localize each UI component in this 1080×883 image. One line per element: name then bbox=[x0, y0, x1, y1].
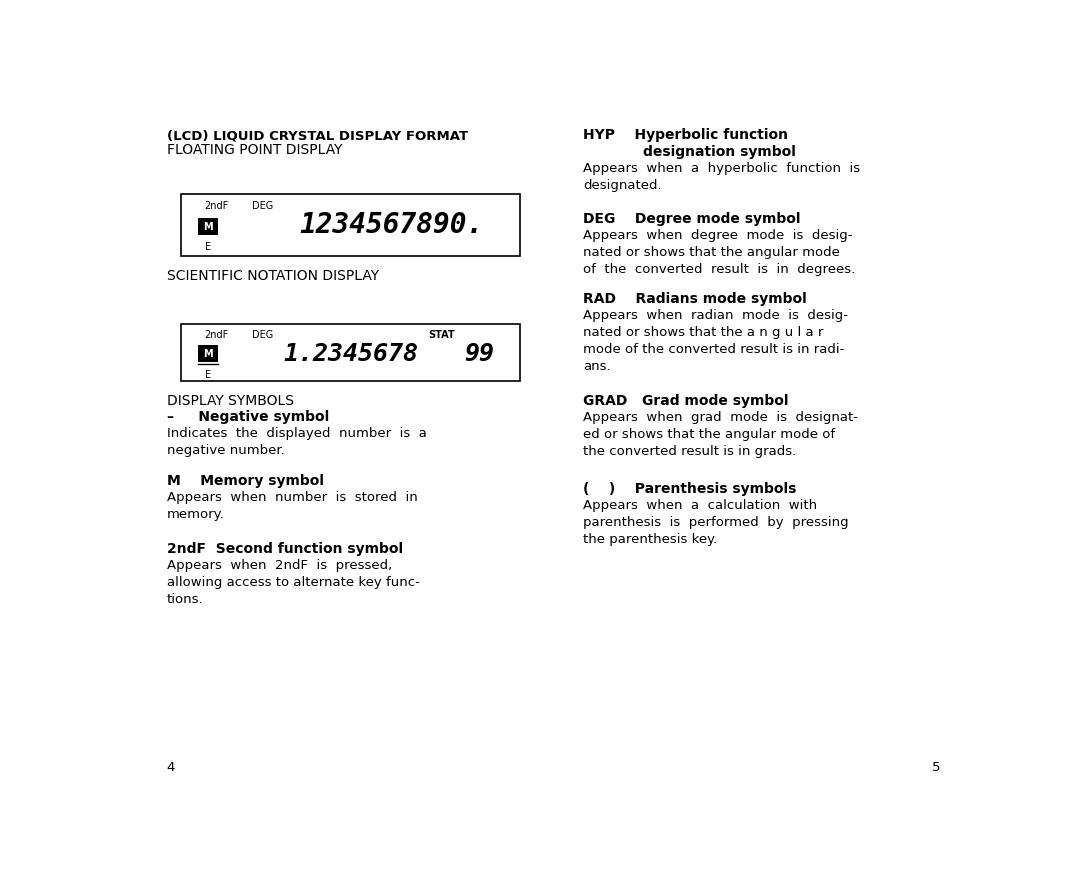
Text: –     Negative symbol: – Negative symbol bbox=[166, 410, 329, 424]
Text: (LCD) LIQUID CRYSTAL DISPLAY FORMAT: (LCD) LIQUID CRYSTAL DISPLAY FORMAT bbox=[166, 130, 468, 143]
FancyBboxPatch shape bbox=[198, 345, 218, 362]
Text: Appears  when  grad  mode  is  designat-: Appears when grad mode is designat- bbox=[583, 411, 858, 424]
Text: STAT: STAT bbox=[428, 330, 455, 340]
Text: (    )    Parenthesis symbols: ( ) Parenthesis symbols bbox=[583, 482, 796, 496]
Text: nated or shows that the angular mode: nated or shows that the angular mode bbox=[583, 246, 839, 259]
Text: E: E bbox=[205, 242, 211, 253]
Text: RAD    Radians mode symbol: RAD Radians mode symbol bbox=[583, 292, 807, 306]
Text: 5: 5 bbox=[932, 760, 941, 774]
Text: M: M bbox=[203, 349, 213, 358]
Text: Appears  when  radian  mode  is  desig-: Appears when radian mode is desig- bbox=[583, 309, 848, 322]
Text: 1.2345678: 1.2345678 bbox=[283, 342, 418, 366]
Text: Appears  when  number  is  stored  in: Appears when number is stored in bbox=[166, 492, 418, 504]
FancyBboxPatch shape bbox=[181, 323, 521, 381]
Text: FLOATING POINT DISPLAY: FLOATING POINT DISPLAY bbox=[166, 143, 342, 157]
Text: 99: 99 bbox=[464, 342, 495, 366]
Text: 2ndF: 2ndF bbox=[204, 330, 229, 340]
Text: 4: 4 bbox=[166, 760, 175, 774]
Text: the parenthesis key.: the parenthesis key. bbox=[583, 533, 717, 546]
Text: Appears  when  degree  mode  is  desig-: Appears when degree mode is desig- bbox=[583, 229, 852, 242]
FancyBboxPatch shape bbox=[198, 218, 218, 235]
Text: M    Memory symbol: M Memory symbol bbox=[166, 474, 324, 488]
Text: memory.: memory. bbox=[166, 509, 225, 522]
Text: the converted result is in grads.: the converted result is in grads. bbox=[583, 445, 796, 458]
Text: designated.: designated. bbox=[583, 179, 661, 192]
Text: E: E bbox=[205, 369, 211, 380]
Text: 2ndF: 2ndF bbox=[204, 201, 229, 211]
Text: Appears  when  2ndF  is  pressed,: Appears when 2ndF is pressed, bbox=[166, 560, 392, 572]
Text: 2ndF  Second function symbol: 2ndF Second function symbol bbox=[166, 542, 403, 556]
Text: 1234567890.: 1234567890. bbox=[299, 211, 484, 239]
Text: DISPLAY SYMBOLS: DISPLAY SYMBOLS bbox=[166, 394, 294, 408]
Text: ans.: ans. bbox=[583, 360, 610, 374]
Text: of  the  converted  result  is  in  degrees.: of the converted result is in degrees. bbox=[583, 263, 855, 276]
Text: ed or shows that the angular mode of: ed or shows that the angular mode of bbox=[583, 428, 835, 442]
Text: designation symbol: designation symbol bbox=[643, 145, 796, 159]
Text: Appears  when  a  calculation  with: Appears when a calculation with bbox=[583, 499, 816, 512]
Text: DEG: DEG bbox=[253, 330, 273, 340]
Text: mode of the converted result is in radi-: mode of the converted result is in radi- bbox=[583, 343, 845, 356]
Text: DEG    Degree mode symbol: DEG Degree mode symbol bbox=[583, 212, 800, 226]
Text: GRAD   Grad mode symbol: GRAD Grad mode symbol bbox=[583, 394, 788, 408]
Text: tions.: tions. bbox=[166, 593, 203, 607]
Text: Appears  when  a  hyperbolic  function  is: Appears when a hyperbolic function is bbox=[583, 162, 860, 176]
Text: M: M bbox=[203, 222, 213, 231]
Text: allowing access to alternate key func-: allowing access to alternate key func- bbox=[166, 577, 420, 590]
Text: nated or shows that the a n g u l a r: nated or shows that the a n g u l a r bbox=[583, 326, 823, 339]
FancyBboxPatch shape bbox=[181, 194, 521, 255]
Text: DEG: DEG bbox=[253, 201, 273, 211]
Text: SCIENTIFIC NOTATION DISPLAY: SCIENTIFIC NOTATION DISPLAY bbox=[166, 269, 379, 283]
Text: HYP    Hyperbolic function: HYP Hyperbolic function bbox=[583, 128, 787, 141]
Text: negative number.: negative number. bbox=[166, 444, 284, 457]
Text: Indicates  the  displayed  number  is  a: Indicates the displayed number is a bbox=[166, 426, 427, 440]
Text: parenthesis  is  performed  by  pressing: parenthesis is performed by pressing bbox=[583, 516, 849, 529]
